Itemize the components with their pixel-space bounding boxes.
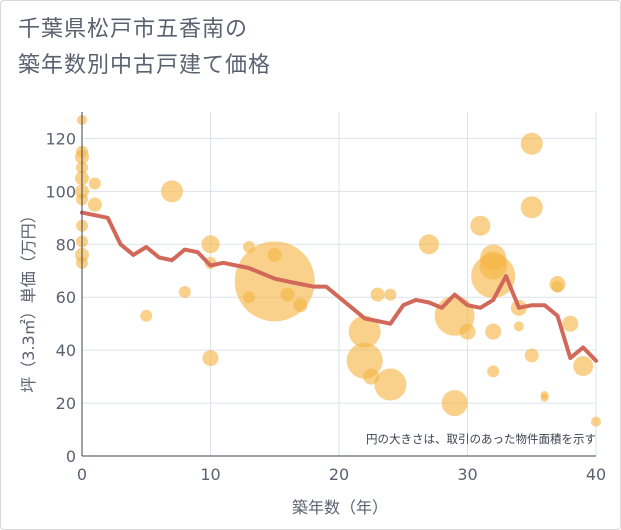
bubble-point	[87, 197, 102, 212]
y-tick-label: 0	[66, 447, 76, 466]
x-tick-labels: 0 10 20 30 40	[77, 465, 606, 484]
trend-line	[80, 210, 598, 363]
bubble-point	[591, 416, 601, 427]
x-tick-label: 40	[586, 465, 606, 484]
bubble-point	[470, 215, 491, 236]
bubble-point	[202, 350, 219, 367]
bubble-point	[573, 356, 594, 377]
x-axis-label: 築年数（年）	[292, 498, 388, 517]
bubble-point	[487, 365, 500, 378]
y-tick-label: 60	[56, 288, 76, 307]
bubble-point	[551, 280, 564, 293]
bubble-point	[384, 288, 397, 301]
bubble-point	[471, 254, 516, 299]
bubble-point	[280, 287, 295, 302]
bubble-point	[178, 285, 191, 298]
y-axis-label: 坪（3.3㎡）単価（万円）	[19, 207, 38, 392]
chart-title: 千葉県松戸市五香南の 築年数別中古戸建て価格	[18, 12, 271, 84]
chart-title-line2: 築年数別中古戸建て価格	[18, 53, 272, 78]
bubble-point	[88, 177, 101, 190]
y-tick-label: 40	[56, 341, 76, 360]
bubble-point	[524, 348, 539, 363]
bubbles-layer	[75, 114, 601, 427]
y-tick-label: 120	[45, 129, 76, 148]
x-tick-label: 0	[77, 465, 87, 484]
bubble-point	[441, 390, 468, 417]
size-note: 円の大きさは、取引のあった物件面積を示す	[366, 432, 596, 446]
bubble-point	[418, 234, 439, 255]
y-tick-labels: 0 20 40 60 80 100 120	[45, 129, 76, 466]
bubble-point	[267, 247, 282, 262]
y-tick-label: 20	[56, 394, 76, 413]
bubble-point	[348, 315, 381, 348]
bubble-point	[374, 368, 407, 401]
bubble-point	[520, 196, 543, 219]
bubble-point	[562, 315, 579, 332]
bubble-point	[160, 180, 183, 203]
bubble-point	[459, 323, 476, 340]
y-tick-label: 100	[45, 182, 76, 201]
chart-title-line1: 千葉県松戸市五香南の	[18, 17, 249, 42]
x-tick-label: 30	[457, 465, 477, 484]
x-tick-label: 10	[200, 465, 220, 484]
bubble-point	[140, 309, 153, 322]
axes	[81, 112, 596, 457]
bubble-point	[293, 298, 308, 313]
x-tick-label: 20	[329, 465, 349, 484]
bubble-point	[370, 287, 385, 302]
grid-lines	[81, 112, 597, 457]
y-tick-label: 80	[56, 235, 76, 254]
bubble-point	[520, 132, 543, 155]
bubble-point	[540, 393, 549, 402]
bubble-point	[485, 323, 502, 340]
bubble-point	[513, 321, 524, 332]
bubble-point	[201, 235, 220, 254]
